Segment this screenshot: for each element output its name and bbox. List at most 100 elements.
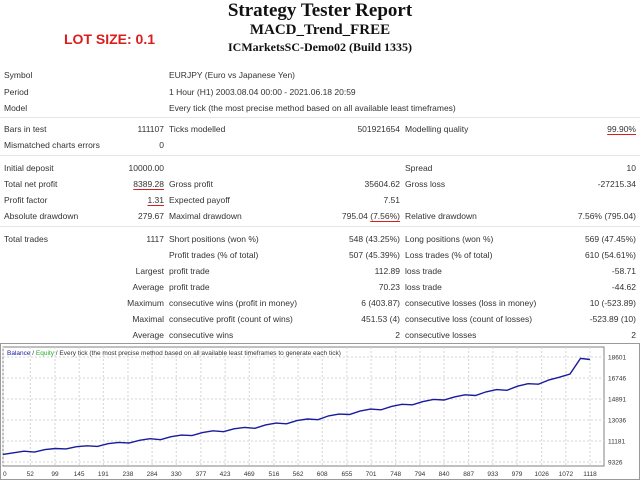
- period-label: Period: [4, 87, 29, 97]
- quality-value: 99.90%: [607, 124, 636, 134]
- maximal-drawdown-value: 795.04 (7.56%): [342, 208, 400, 224]
- lot-size-label: LOT SIZE: 0.1: [64, 31, 156, 47]
- average-loss-value: -44.62: [611, 282, 636, 292]
- x-tick-label: 562: [293, 471, 304, 478]
- largest-label: Largest: [135, 266, 164, 276]
- average-profit-label: profit trade: [169, 282, 210, 292]
- max-wins-value: 6 (403.87): [361, 298, 400, 308]
- avg-losses-label: consecutive losses: [405, 330, 477, 340]
- maximal-drawdown-percent: (7.56%): [370, 211, 400, 221]
- avg-wins-label: consecutive wins: [169, 330, 234, 340]
- ticks-label: Ticks modelled: [169, 124, 226, 134]
- server-build: ICMarketsSC-Demo02 (Build 1335): [228, 40, 412, 54]
- x-axis-ticks: 0 52 99 145 191 238 284 330 377 423 469 516 562 608 65…: [3, 471, 597, 478]
- x-tick-label: 933: [487, 471, 498, 478]
- maximal-profit-label: consecutive profit (count of wins): [169, 314, 293, 324]
- maximal-drawdown-amount: 795.04: [341, 211, 368, 221]
- max-losses-label: consecutive losses (loss in money): [405, 298, 537, 308]
- period-value: 1 Hour (H1) 2003.08.04 00:00 - 2021.06.1…: [169, 87, 356, 97]
- deposit-row: Initial deposit 10000.00 Spread 10: [0, 160, 640, 176]
- long-positions-value: 569 (47.45%): [584, 234, 636, 244]
- total-trades-row: Total trades 1117 Short positions (won %…: [0, 231, 640, 247]
- x-tick-label: 794: [414, 471, 425, 478]
- spread-label: Spread: [405, 163, 433, 173]
- expert-name: MACD_Trend_FREE: [249, 22, 391, 38]
- x-tick-label: 469: [244, 471, 255, 478]
- loss-trades-label: Loss trades (% of total): [405, 250, 493, 260]
- symbol-label: Symbol: [4, 70, 33, 80]
- profit-factor-value: 1.31: [147, 195, 164, 205]
- x-tick-label: 1072: [559, 471, 574, 478]
- maximal-row: Maximal consecutive profit (count of win…: [0, 311, 640, 327]
- x-tick-label: 979: [512, 471, 523, 478]
- deposit-label: Initial deposit: [4, 163, 54, 173]
- spread-value: 10: [626, 163, 636, 173]
- balance-line: [2, 357, 591, 456]
- symbol-row: Symbol EURJPY (Euro vs Japanese Yen): [0, 67, 640, 83]
- profit-trades-value: 507 (45.39%): [348, 250, 400, 260]
- x-tick-label: 840: [439, 471, 450, 478]
- x-tick-label: 608: [317, 471, 328, 478]
- x-tick-label: 238: [123, 471, 134, 478]
- y-axis-ticks: 18601 16746 14891 13036 11181 9326: [608, 355, 626, 467]
- deposit-value: 10000.00: [128, 163, 164, 173]
- legend-balance: Balance: [7, 350, 31, 357]
- maximal-drawdown-label: Maximal drawdown: [169, 211, 242, 221]
- net-profit-label: Total net profit: [4, 179, 58, 189]
- largest-row: Largest profit trade 112.89 loss trade -…: [0, 263, 640, 279]
- bars-label: Bars in test: [4, 124, 47, 134]
- divider: [0, 155, 640, 156]
- chart-legend: Balance / Equity / Every tick (the most …: [7, 350, 341, 357]
- average-loss-label: loss trade: [405, 282, 442, 292]
- y-tick-label: 11181: [608, 439, 625, 446]
- maximum-label: Maximum: [127, 298, 164, 308]
- x-tick-label: 423: [220, 471, 231, 478]
- y-tick-label: 9326: [608, 460, 623, 467]
- period-row: Period 1 Hour (H1) 2003.08.04 00:00 - 20…: [0, 84, 640, 100]
- gross-profit-label: Gross profit: [169, 179, 213, 189]
- divider: [0, 117, 640, 118]
- x-tick-label: 52: [27, 471, 35, 478]
- maximal-loss-value: -523.89 (10): [589, 314, 636, 324]
- profit-factor-row: Profit factor 1.31 Expected payoff 7.51: [0, 192, 640, 208]
- largest-loss-label: loss trade: [405, 266, 442, 276]
- avg-wins-value: 2: [395, 330, 400, 340]
- largest-profit-label: profit trade: [169, 266, 210, 276]
- average-label: Average: [132, 282, 164, 292]
- profit-trades-row: Profit trades (% of total) 507 (45.39%) …: [0, 247, 640, 263]
- long-positions-label: Long positions (won %): [405, 234, 494, 244]
- relative-drawdown-label: Relative drawdown: [405, 211, 477, 221]
- x-tick-label: 516: [268, 471, 279, 478]
- x-tick-label: 145: [74, 471, 85, 478]
- drawdown-row: Absolute drawdown 279.67 Maximal drawdow…: [0, 208, 640, 224]
- model-value: Every tick (the most precise method base…: [169, 103, 456, 113]
- x-tick-label: 99: [51, 471, 59, 478]
- y-tick-label: 16746: [608, 376, 626, 383]
- x-tick-label: 377: [196, 471, 207, 478]
- absolute-drawdown-label: Absolute drawdown: [4, 211, 79, 221]
- plot-area: [2, 346, 605, 467]
- balance-chart: Balance / Equity / Every tick (the most …: [0, 343, 640, 480]
- average-consecutive-row: Average consecutive wins 2 consecutive l…: [0, 327, 640, 343]
- short-positions-label: Short positions (won %): [169, 234, 259, 244]
- largest-profit-value: 112.89: [374, 266, 400, 276]
- bars-value: 111107: [137, 124, 164, 134]
- average-consecutive-label: Average: [132, 330, 164, 340]
- x-tick-label: 887: [463, 471, 474, 478]
- absolute-drawdown-value: 279.67: [138, 211, 164, 221]
- profit-factor-label: Profit factor: [4, 195, 48, 205]
- y-tick-label: 13036: [608, 418, 626, 425]
- largest-loss-value: -58.71: [611, 266, 636, 276]
- y-tick-label: 18601: [608, 355, 626, 362]
- loss-trades-value: 610 (54.61%): [584, 250, 636, 260]
- legend-separator: /: [31, 350, 36, 357]
- short-positions-value: 548 (43.25%): [348, 234, 400, 244]
- ticks-value: 501921654: [357, 124, 400, 134]
- expected-payoff-label: Expected payoff: [169, 195, 230, 205]
- symbol-value: EURJPY (Euro vs Japanese Yen): [169, 70, 295, 80]
- divider: [0, 226, 640, 227]
- maximum-row: Maximum consecutive wins (profit in mone…: [0, 295, 640, 311]
- avg-losses-value: 2: [631, 330, 636, 340]
- average-profit-value: 70.23: [378, 282, 400, 292]
- max-wins-label: consecutive wins (profit in money): [169, 298, 298, 308]
